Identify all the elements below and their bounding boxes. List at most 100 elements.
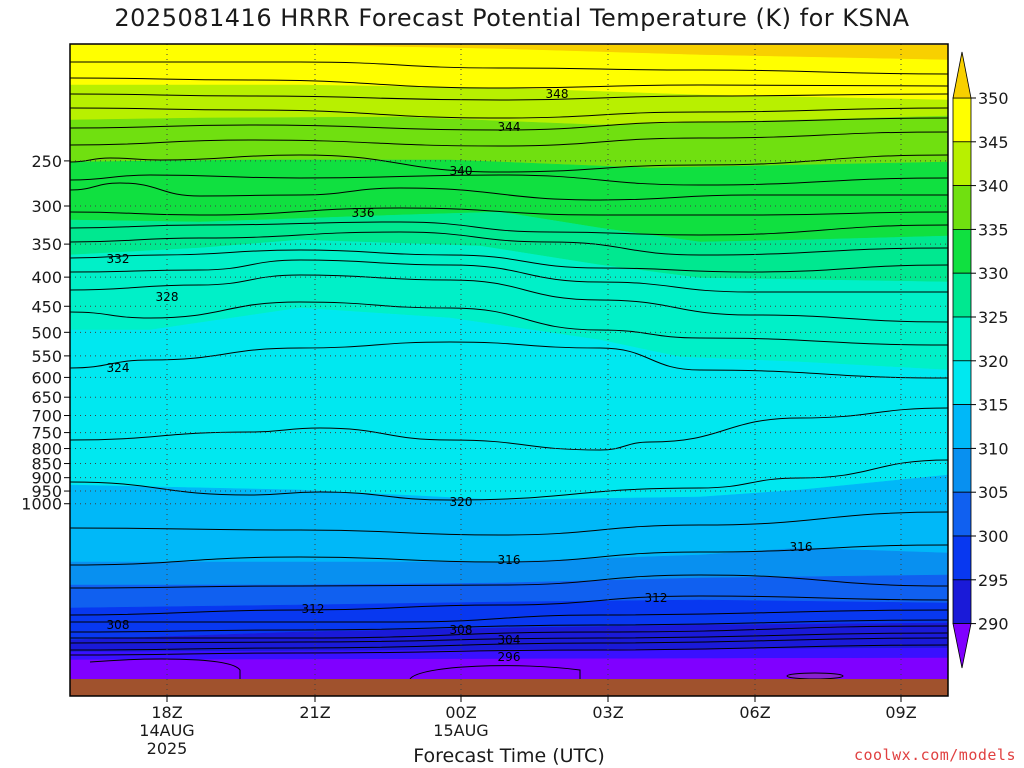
y-tick-label: 500 (31, 323, 62, 342)
contour-labels: 348 344 340 336 332 328 324 320 316 316 312 312 308 3… (107, 87, 813, 664)
colorbar-segment (952, 316, 972, 362)
contour-label: 340 (450, 164, 473, 178)
colorbar-label: 305 (978, 483, 1009, 502)
contour-line (70, 632, 948, 644)
contour-line (70, 207, 948, 216)
contour-line (70, 61, 948, 75)
contour-label: 308 (450, 623, 473, 637)
y-tick-label: 700 (31, 407, 62, 426)
contour-line (70, 154, 948, 173)
grid-lines (70, 44, 948, 696)
contour-line (70, 407, 948, 451)
contour-line (70, 274, 948, 323)
contour-line (70, 625, 948, 639)
contour-label: 336 (352, 206, 375, 220)
contour-line (70, 259, 948, 293)
contour-line (70, 544, 948, 566)
y-tick-label: 550 (31, 347, 62, 366)
contour-label: 324 (107, 361, 130, 375)
colorbar-segment (952, 228, 972, 274)
colorbar-label: 330 (978, 264, 1009, 283)
contour-label: 344 (498, 120, 521, 134)
contour-closed-low (786, 672, 844, 680)
x-tick-label: 03Z (592, 703, 623, 722)
colorbar-segment (952, 491, 972, 537)
colorbar-segment (952, 535, 972, 581)
colorbar-label: 345 (978, 133, 1009, 152)
contour-label: 316 (498, 553, 521, 567)
contour-line (70, 644, 948, 656)
contour-line (70, 574, 948, 589)
contour-label: 312 (302, 602, 325, 616)
contour-line (70, 301, 948, 346)
plot-frame (69, 43, 949, 697)
x-tick-label: 00Z (445, 703, 476, 722)
y-axis: 2503003504004505005506006507007508008509… (21, 152, 70, 514)
x-tick-label: 21Z (299, 703, 330, 722)
contour-label: 320 (450, 495, 473, 509)
colorbar-label: 310 (978, 439, 1009, 458)
colorbar-segment (952, 404, 972, 449)
colorbar-label: 315 (978, 396, 1009, 415)
color-fill-bands (70, 44, 948, 680)
y-tick-label: 600 (31, 368, 62, 387)
colorbar-arrow-bottom (952, 623, 972, 669)
colorbar-label: 295 (978, 571, 1009, 590)
contour-line (70, 107, 948, 119)
y-tick-label: 750 (31, 424, 62, 443)
x-tick-date: 15AUG (433, 721, 488, 740)
colorbar-label: 320 (978, 352, 1009, 371)
y-tick-label: 450 (31, 297, 62, 316)
contour-line (70, 221, 948, 236)
colorbar-segment (952, 141, 972, 187)
contour-label: 304 (498, 633, 521, 647)
contour-line (70, 131, 948, 147)
colorbar-label: 340 (978, 177, 1009, 196)
contour-label: 308 (107, 618, 130, 632)
y-tick-label: 1000 (21, 495, 62, 514)
contour-line (70, 619, 948, 633)
y-tick-label: 800 (31, 440, 62, 459)
x-tick-label: 06Z (739, 703, 770, 722)
colorbar-label: 300 (978, 527, 1009, 546)
colorbar-segment (952, 97, 972, 143)
color-band (70, 657, 948, 680)
x-tick-label: 18Z (151, 703, 182, 722)
contour-label: 296 (498, 650, 521, 664)
x-tick-year: 2025 (147, 739, 188, 758)
x-tick-date: 14AUG (139, 721, 194, 740)
y-tick-label: 350 (31, 235, 62, 254)
contour-label: 328 (156, 290, 179, 304)
y-tick-label: 300 (31, 197, 62, 216)
y-tick-label: 950 (31, 482, 62, 501)
colorbar-label: 335 (978, 220, 1009, 239)
colorbar-label: 325 (978, 308, 1009, 327)
contour-label: 316 (790, 540, 813, 554)
contour-label: 332 (107, 252, 130, 266)
colorbar-label: 290 (978, 615, 1009, 634)
colorbar-segment (952, 447, 972, 493)
contour-label: 312 (645, 591, 668, 605)
ground-surface (70, 679, 948, 696)
contour-line (70, 93, 948, 101)
contour-line (70, 77, 948, 89)
y-tick-label: 650 (31, 388, 62, 407)
y-tick-label: 400 (31, 268, 62, 287)
x-tick-label: 09Z (885, 703, 916, 722)
contour-line (70, 117, 948, 131)
contour-line (70, 609, 948, 623)
contour-line (70, 511, 948, 536)
contour-line (70, 341, 948, 379)
y-tick-label: 850 (31, 455, 62, 474)
contour-line (70, 595, 948, 616)
source-watermark: coolwx.com/models (853, 746, 1016, 764)
colorbar: 350 345 340 335 330 325 320 315 310 305 300 295 290 (952, 51, 1009, 669)
contour-label: 348 (546, 87, 569, 101)
contour-line (89, 658, 241, 679)
colorbar-segment (952, 185, 972, 230)
contour-line (70, 249, 948, 273)
contour-line (70, 174, 948, 186)
contour-lines (70, 61, 948, 680)
